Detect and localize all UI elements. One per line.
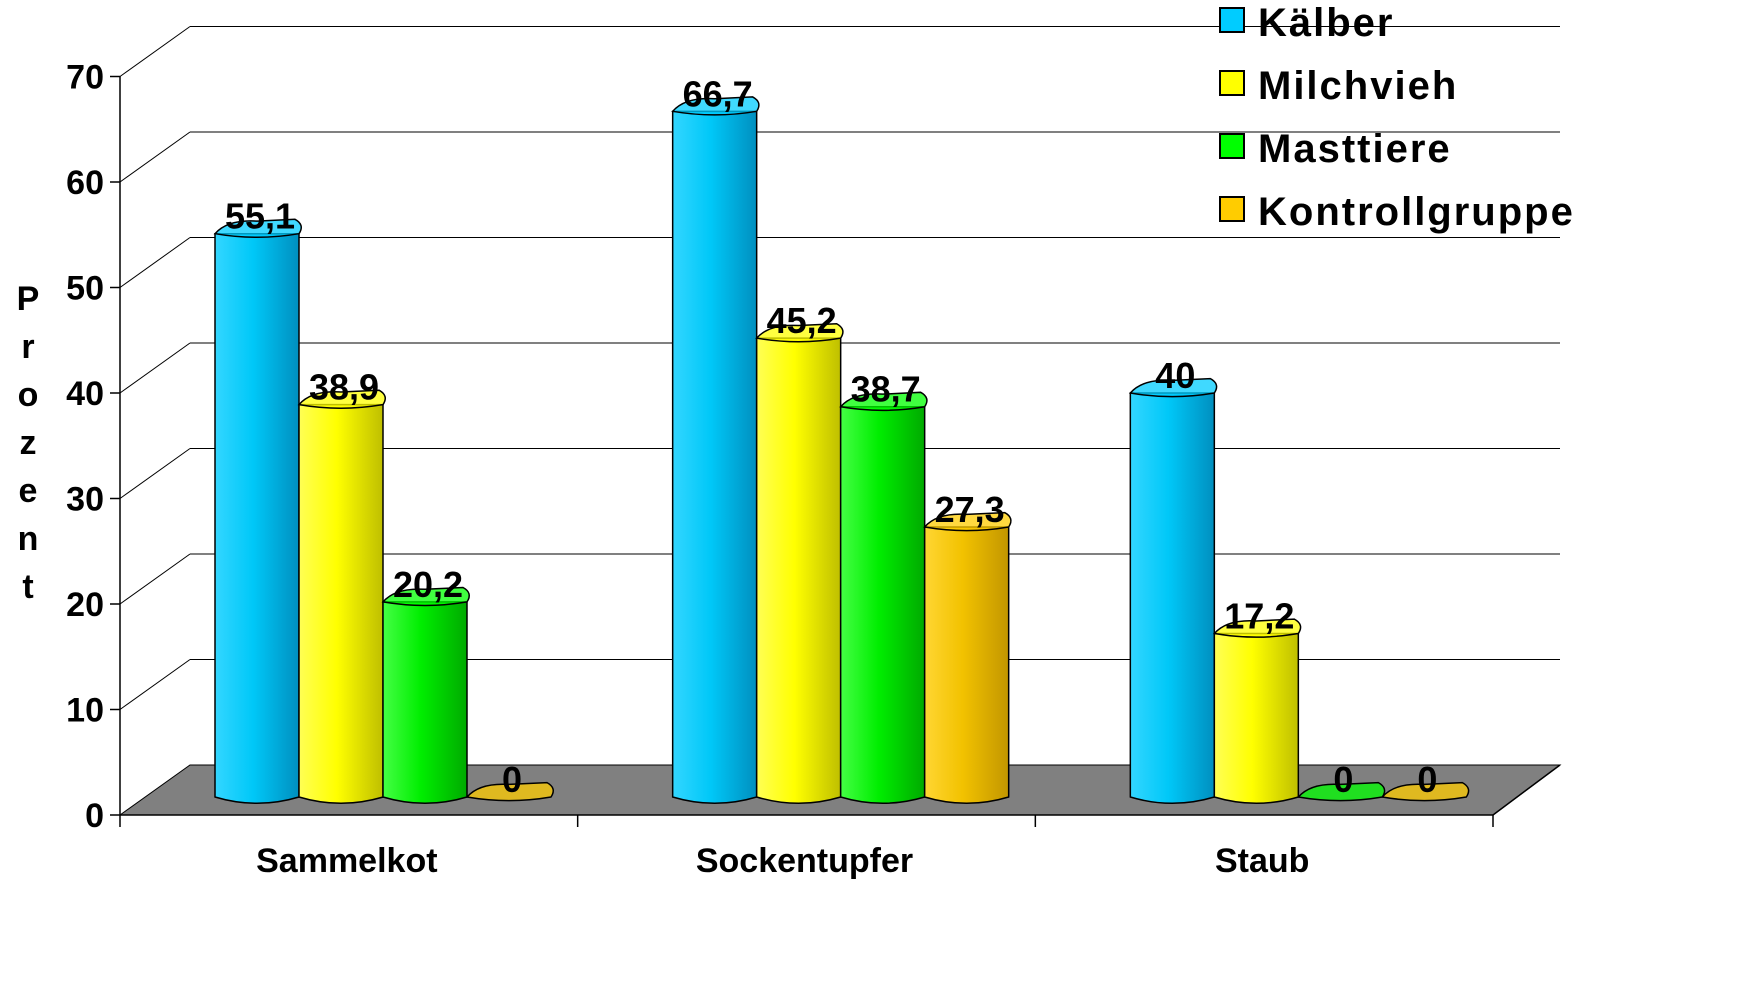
bar-cap xyxy=(297,389,386,409)
bar-staub-3 xyxy=(1380,781,1470,802)
gridline-side xyxy=(119,237,191,288)
bar-cap xyxy=(1296,781,1386,802)
legend-label: Kontrollgruppe xyxy=(1258,190,1575,234)
gridline-side xyxy=(119,26,191,77)
gridline-side xyxy=(119,448,191,499)
category-label: Sockentupfer xyxy=(696,842,913,880)
bar-staub-1 xyxy=(1212,618,1302,805)
bar-body xyxy=(1213,632,1300,805)
bar-sammelkot-0 xyxy=(213,218,302,805)
floor-right-edge xyxy=(1492,764,1561,816)
bar-body xyxy=(214,232,300,805)
bar-body xyxy=(382,601,468,805)
gridline-side xyxy=(119,342,191,394)
data-label: 66,7 xyxy=(683,73,753,114)
legend-swatch xyxy=(1219,7,1245,33)
y-axis-label-char: P xyxy=(17,280,40,318)
data-label: 38,9 xyxy=(309,367,379,408)
bar-sockentupfer-3 xyxy=(923,511,1012,805)
legend-swatch xyxy=(1219,196,1245,222)
y-tick-label: 50 xyxy=(66,270,104,308)
category-labels: Sammelkot Sockentupfer Staub xyxy=(256,842,1309,880)
gridline-side xyxy=(119,553,191,605)
bar-staub-2 xyxy=(1296,781,1386,802)
data-label: 20,2 xyxy=(393,564,463,605)
bar-sammelkot-2 xyxy=(381,586,470,805)
y-axis-label-char: r xyxy=(21,328,34,366)
bar-body xyxy=(755,337,842,805)
bar-cap xyxy=(465,781,554,802)
data-label: 55,1 xyxy=(225,196,295,237)
bar-cap xyxy=(839,391,928,412)
legend: Kälber Milchvieh Masttiere Kontrollgruppe xyxy=(1219,1,1575,234)
bar-body xyxy=(1129,392,1216,805)
bar-sockentupfer-0 xyxy=(671,96,760,805)
y-tick-label: 20 xyxy=(66,586,104,624)
y-axis-label-char: e xyxy=(19,472,38,510)
legend-label: Kälber xyxy=(1258,1,1395,45)
bar-sockentupfer-1 xyxy=(755,322,844,805)
bar-body xyxy=(298,403,384,805)
data-label: 38,7 xyxy=(851,369,921,410)
bar-cap xyxy=(381,586,470,607)
legend-swatch xyxy=(1219,70,1245,96)
y-tick-labels: 0 10 20 30 40 50 60 70 xyxy=(66,59,104,836)
y-axis-label-char: z xyxy=(20,424,37,462)
bars xyxy=(213,96,1470,805)
legend-label: Milchvieh xyxy=(1258,64,1458,108)
gridline-side xyxy=(119,659,191,710)
bar-cap xyxy=(755,322,844,343)
y-axis-label-char: n xyxy=(18,520,39,558)
y-tick-label: 70 xyxy=(66,59,104,97)
y-tick-label: 10 xyxy=(66,692,104,730)
data-label: 45,2 xyxy=(767,300,837,341)
axes xyxy=(110,75,1561,827)
bar-sockentupfer-2 xyxy=(839,391,928,805)
bar-cap xyxy=(213,218,302,239)
legend-swatch xyxy=(1219,133,1245,159)
data-label: 17,2 xyxy=(1224,596,1294,637)
y-axis-label-char: o xyxy=(18,376,39,414)
data-label: 0 xyxy=(1333,759,1353,800)
y-tick-label: 40 xyxy=(66,375,104,413)
y-tick-label: 60 xyxy=(66,164,104,202)
data-label: 0 xyxy=(1417,759,1437,800)
data-label: 40 xyxy=(1155,355,1195,396)
bar-staub-0 xyxy=(1128,377,1218,805)
y-axis-label-char: t xyxy=(22,568,33,606)
category-label: Staub xyxy=(1215,842,1309,880)
bar-body xyxy=(923,526,1010,805)
data-label: 27,3 xyxy=(935,489,1005,530)
category-label: Sammelkot xyxy=(256,842,437,880)
bar-cap xyxy=(1380,781,1470,802)
bar-cap xyxy=(671,96,760,116)
bar-sammelkot-1 xyxy=(297,389,386,805)
data-label: 0 xyxy=(502,759,522,800)
bar-cap xyxy=(1128,377,1218,398)
bar-cap xyxy=(923,511,1012,532)
y-tick-label: 30 xyxy=(66,481,104,519)
y-tick-label: 0 xyxy=(85,797,104,835)
legend-label: Masttiere xyxy=(1258,127,1452,171)
data-labels: 55,1 38,9 20,2 0 66,7 45,2 38,7 27,3 40 17,2 0 0 xyxy=(225,73,1437,800)
bar-sammelkot-3 xyxy=(465,781,554,802)
bar-body xyxy=(671,110,758,805)
bar-cap xyxy=(1212,618,1302,638)
bar-body xyxy=(839,405,926,805)
gridline-side xyxy=(119,131,191,183)
